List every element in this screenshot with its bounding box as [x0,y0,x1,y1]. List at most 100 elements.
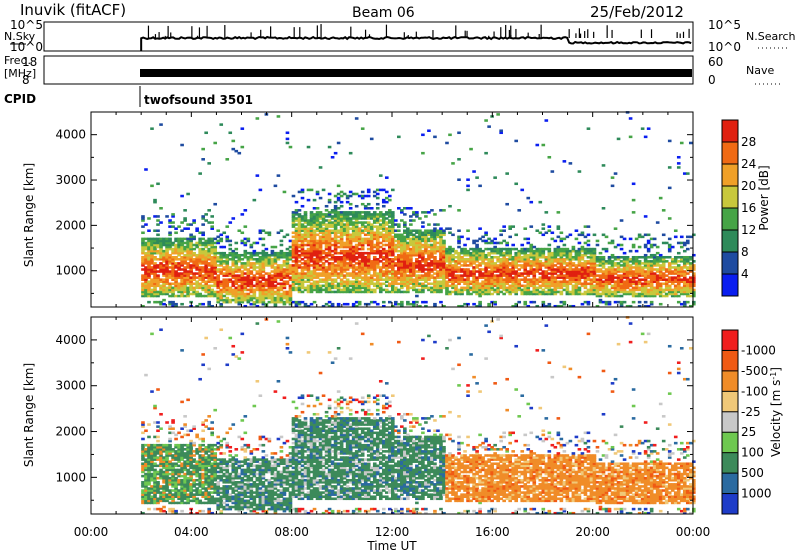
power-cell [306,284,311,288]
power-cell [517,286,522,290]
power-cell [463,251,467,255]
power-cell [165,247,169,251]
power-cell [640,266,645,269]
power-cell [517,264,522,267]
power-cell [478,286,482,290]
power-cell [192,264,196,267]
power-cell [327,262,332,265]
power-cell [165,272,169,275]
power-cell [523,276,528,279]
power-cell [174,231,178,235]
power-cell [523,268,528,271]
power-cell [252,249,257,253]
power-cell [550,280,555,284]
power-cell [207,292,211,296]
power-cell [273,266,278,269]
power-cell [652,292,657,296]
power-cell [354,286,359,290]
power-cell [475,253,479,257]
power-cell [144,276,148,279]
power-cell [490,260,494,263]
power-cell [354,237,359,241]
power-cell [285,262,290,265]
power-cell [264,258,269,261]
power-cell [631,290,636,294]
power-cell [144,260,148,263]
power-cell [228,290,233,294]
power-cell [397,282,401,286]
power-cell [670,266,675,269]
power-cell [315,217,320,220]
power-cell [228,221,233,224]
power-cell [327,215,332,218]
power-cell [610,176,615,179]
power-cell [505,262,509,265]
power-cell [469,260,473,263]
power-cell [496,258,500,261]
power-cell [333,200,338,204]
power-cell [309,239,314,243]
power-cell [583,290,588,294]
power-cell [324,253,329,257]
power-cell [475,284,479,288]
power-cell [517,284,522,288]
power-cell [216,258,221,261]
power-cell [378,219,383,222]
power-cell [189,286,193,290]
power-cell [439,251,443,255]
power-cell [661,266,666,269]
power-cell [351,231,356,235]
power-cell [436,235,440,239]
power-cell [246,268,251,271]
power-cell [457,209,461,212]
power-cell [691,276,696,279]
power-cell [592,258,597,261]
power-cell [234,300,239,304]
power-cell [406,255,410,259]
power-cell [643,286,648,290]
power-cell [418,274,422,277]
power-cell [309,225,314,228]
power-cell [156,270,160,273]
power-cell [667,249,672,253]
power-cell [303,213,308,216]
power-cell [415,266,419,269]
power-cell [249,282,254,286]
power-cell [285,260,290,263]
power-cell [246,294,251,298]
power-cell [261,300,266,304]
power-cell [424,262,428,265]
power-cell [237,151,242,155]
power-cell [514,270,519,273]
power-cell [457,178,461,181]
power-cell [264,280,269,284]
power-cell [378,278,383,281]
power-cell [406,251,410,255]
power-cell [381,272,386,275]
power-cell [415,241,419,245]
power-cell [445,272,449,275]
power-cell [381,304,386,308]
power-cell [312,300,317,304]
power-cell [312,268,317,271]
power-cell [658,292,663,296]
power-cell [403,272,407,275]
power-cell [475,258,479,261]
power-cell [640,268,645,271]
power-cell [493,270,497,273]
power-cell [469,280,473,284]
power-cell [595,304,600,308]
power-cell [309,276,314,279]
power-cell [291,215,296,218]
power-cell [348,282,353,286]
power-cell [670,280,675,284]
power-cell [514,286,519,290]
power-cell [324,255,329,259]
power-cell [439,290,443,294]
power-cell [342,241,347,245]
power-cell [448,272,452,275]
power-cell [484,253,488,257]
power-cell [568,258,573,261]
power-cell [222,284,227,288]
power-cell [430,260,434,263]
